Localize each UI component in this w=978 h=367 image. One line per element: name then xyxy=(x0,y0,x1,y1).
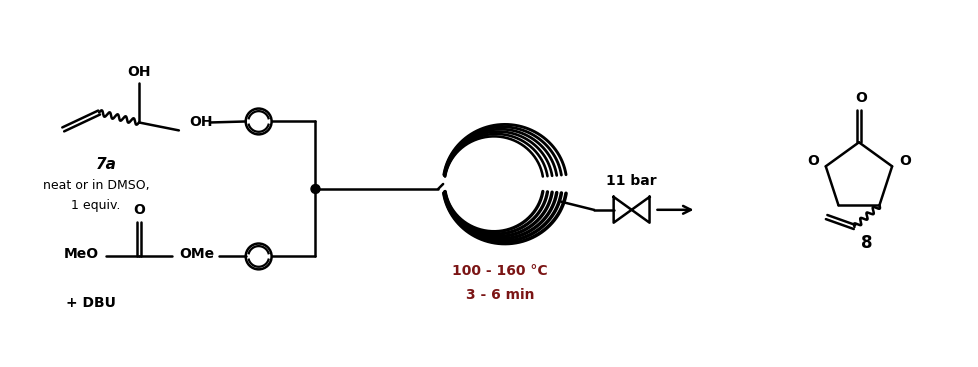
Text: O: O xyxy=(898,155,911,168)
Text: OMe: OMe xyxy=(179,247,214,261)
Text: O: O xyxy=(806,155,818,168)
Text: O: O xyxy=(133,203,145,217)
Text: neat or in DMSO,: neat or in DMSO, xyxy=(43,179,150,192)
Text: 7a: 7a xyxy=(96,157,116,172)
Text: + DBU: + DBU xyxy=(67,296,116,310)
Text: MeO: MeO xyxy=(64,247,99,261)
Circle shape xyxy=(311,185,320,193)
Text: 11 bar: 11 bar xyxy=(605,174,656,188)
Text: 8: 8 xyxy=(861,234,871,252)
Text: 100 - 160 °C: 100 - 160 °C xyxy=(452,264,548,279)
Text: OH: OH xyxy=(127,65,151,79)
Text: 1 equiv.: 1 equiv. xyxy=(71,199,120,212)
Text: 3 - 6 min: 3 - 6 min xyxy=(466,288,534,302)
Text: OH: OH xyxy=(189,116,212,130)
Text: O: O xyxy=(854,91,866,105)
